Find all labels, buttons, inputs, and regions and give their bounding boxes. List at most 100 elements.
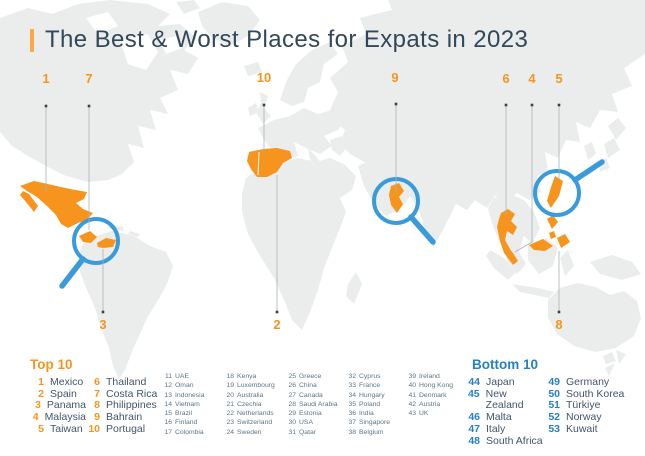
- country-name: France: [359, 382, 381, 390]
- rank-number: 23: [226, 419, 234, 427]
- country-name: Norway: [566, 411, 602, 424]
- madagascar: [346, 272, 362, 304]
- list-item: 47 Italy: [466, 423, 546, 436]
- marker-dot-1: [44, 104, 48, 108]
- rank-number: 49: [548, 376, 560, 388]
- list-item: 27 Canada: [286, 391, 346, 400]
- country-name: Austria: [419, 400, 441, 408]
- rank-number: 9: [94, 411, 100, 424]
- list-item: 53 Kuwait: [546, 422, 624, 436]
- country-name: Greece: [299, 373, 322, 380]
- country-name: Switzerland: [237, 419, 273, 427]
- rank-number: 24: [226, 428, 234, 436]
- rank-number: 27: [288, 391, 296, 399]
- rank-column: 6 Thailand 7 Costa Rica 8 Philippines 9 Bahrain…: [86, 376, 157, 436]
- bottom10-list: Bottom 10 44 Japan 45 New Zealand 46 Malta 47 I…: [466, 357, 624, 447]
- philippines-shape: [545, 215, 570, 250]
- country-name: Luxembourg: [237, 382, 275, 390]
- map-marker-5: 5: [555, 71, 563, 86]
- country-name: UK: [419, 410, 429, 418]
- sulawesi: [560, 250, 574, 276]
- list-item: 33 France: [346, 381, 406, 390]
- list-item: 17 Colombia: [162, 428, 224, 437]
- arctic-gap: [86, 12, 118, 34]
- rank-number: 20: [226, 391, 234, 399]
- rank-number: 12: [164, 382, 172, 390]
- rank-number: 34: [348, 391, 356, 399]
- list-item: 18 Kenya: [224, 372, 286, 381]
- japan: [598, 118, 626, 172]
- list-item: 43 UK: [406, 409, 468, 418]
- country-name: Finland: [175, 419, 198, 427]
- country-name: Colombia: [175, 428, 204, 436]
- list-item: 10 Portugal: [86, 422, 157, 436]
- list-item: 14 Vietnam: [162, 400, 224, 409]
- south-america: [78, 231, 173, 379]
- scandinavia: [280, 42, 338, 106]
- leader-lines-layer: [44, 102, 561, 314]
- list-item: 9 Bahrain: [86, 411, 157, 424]
- java: [512, 284, 554, 298]
- rank-number: 19: [226, 382, 234, 390]
- list-item: 20 Australia: [224, 391, 286, 400]
- rank-number: 8: [94, 399, 100, 412]
- europe: [258, 108, 346, 160]
- costa-rica-shape: [79, 231, 97, 243]
- rank-number: 15: [164, 410, 172, 418]
- marker-dot-2: [275, 310, 279, 314]
- country-name: Netherlands: [237, 410, 274, 418]
- rank-number: 32: [348, 373, 356, 380]
- rank-number: 5: [38, 422, 44, 435]
- hudson-bay: [120, 34, 158, 70]
- rank-number: 43: [408, 410, 416, 418]
- marker-dot-10: [262, 103, 266, 107]
- rank-number: 44: [468, 376, 480, 388]
- list-item: 36 India: [346, 409, 406, 418]
- list-item: 52 Norway: [546, 411, 624, 424]
- list-item: 30 USA: [286, 418, 346, 427]
- new-guinea: [590, 255, 641, 280]
- rank-number: 26: [288, 382, 296, 390]
- list-item: 11 UAE: [162, 372, 224, 381]
- list-item: 25 Greece: [286, 372, 346, 381]
- bottom10-columns: 44 Japan 45 New Zealand 46 Malta 47 Italy 48 Sout…: [466, 376, 624, 447]
- rank-number: 21: [226, 400, 234, 408]
- map-marker-2: 2: [273, 317, 281, 332]
- list-item: 16 Finland: [162, 418, 224, 427]
- marker-dot-3: [101, 310, 105, 314]
- country-name: Portugal: [106, 422, 146, 435]
- country-name: Malaysia: [44, 411, 86, 424]
- rank-number: 35: [348, 400, 356, 408]
- list-item: 34 Hungary: [346, 391, 406, 400]
- rank-column: 25 Greece 26 China 27 Canada 28 Saudi Arabia 29 E…: [286, 372, 346, 437]
- list-item: 40 Hong Kong: [406, 381, 468, 390]
- country-name: Hungary: [359, 391, 385, 399]
- rank-number: 7: [94, 387, 100, 400]
- rank-number: 17: [164, 428, 172, 436]
- list-item: 2 Spain: [30, 388, 86, 401]
- map-marker-1: 1: [42, 71, 50, 86]
- rank-number: 53: [548, 422, 560, 435]
- list-item: 6 Thailand: [86, 376, 157, 389]
- rank-number: 31: [288, 428, 296, 436]
- country-name: Mexico: [50, 376, 84, 388]
- korea: [584, 142, 596, 160]
- country-name: Philippines: [106, 399, 157, 412]
- list-item: 12 Oman: [162, 381, 224, 390]
- rank-number: 41: [408, 391, 416, 399]
- arctic-gap-2: [160, 36, 182, 54]
- rank-number: 16: [164, 419, 172, 427]
- country-name: Cyprus: [359, 373, 381, 380]
- magnifier-handle-bahrain: [408, 214, 436, 245]
- list-item: 8 Philippines: [86, 400, 157, 412]
- country-name: Brazil: [175, 410, 192, 418]
- arctic-island: [176, 0, 200, 14]
- country-name: Bahrain: [106, 411, 143, 424]
- rank-column: 44 Japan 45 New Zealand 46 Malta 47 Italy 48 Sout…: [466, 376, 546, 447]
- rank-column: 39 Ireland 40 Hong Kong 41 Denmark 42 Austria 43…: [406, 372, 468, 437]
- rank-column: 32 Cyprus 33 France 34 Hungary 35 Poland 36 India…: [346, 372, 406, 437]
- list-item: 5 Taiwan: [30, 422, 86, 436]
- country-name: Australia: [237, 391, 264, 399]
- map-marker-8: 8: [555, 317, 563, 332]
- country-name: Malta: [486, 411, 512, 424]
